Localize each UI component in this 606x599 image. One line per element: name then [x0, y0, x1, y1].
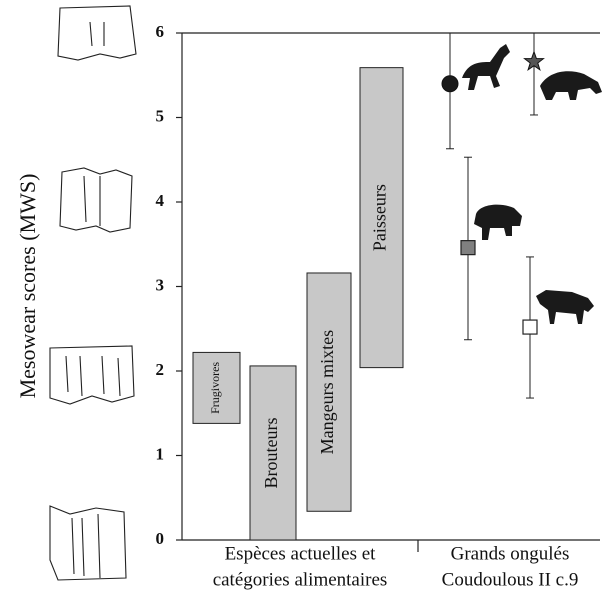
bar-label: Mangeurs mixtes: [317, 330, 337, 454]
y-tick-label: 3: [156, 275, 165, 294]
tooth-sketches: [49, 5, 137, 581]
bar-label: Frugivores: [208, 362, 222, 414]
y-tick-label: 4: [156, 191, 165, 210]
y-axis-label: Mesowear scores (MWS): [15, 174, 40, 399]
point: [460, 240, 476, 256]
y-tick-label: 6: [156, 22, 165, 41]
y-tick-label: 5: [156, 106, 165, 125]
y-tick-label: 1: [156, 444, 165, 463]
y-tick-label: 0: [156, 529, 165, 548]
group-label: Grands ongulés: [451, 543, 570, 564]
point: [523, 50, 545, 72]
y-tick-label: 2: [156, 360, 165, 379]
range-bar: [249, 365, 297, 541]
range-bar: [306, 272, 352, 512]
point: [441, 75, 459, 93]
range-bar: [359, 67, 404, 369]
bar-label: Brouteurs: [261, 417, 281, 488]
point: [522, 319, 538, 335]
bar-label: Paisseurs: [370, 184, 390, 251]
group-label: Espèces actuelles et: [225, 543, 377, 564]
range-bar: [192, 351, 241, 424]
group-label: Coudoulous II c.9: [442, 569, 579, 590]
animal-silhouettes: [462, 44, 602, 324]
group-label: catégories alimentaires: [213, 569, 388, 590]
